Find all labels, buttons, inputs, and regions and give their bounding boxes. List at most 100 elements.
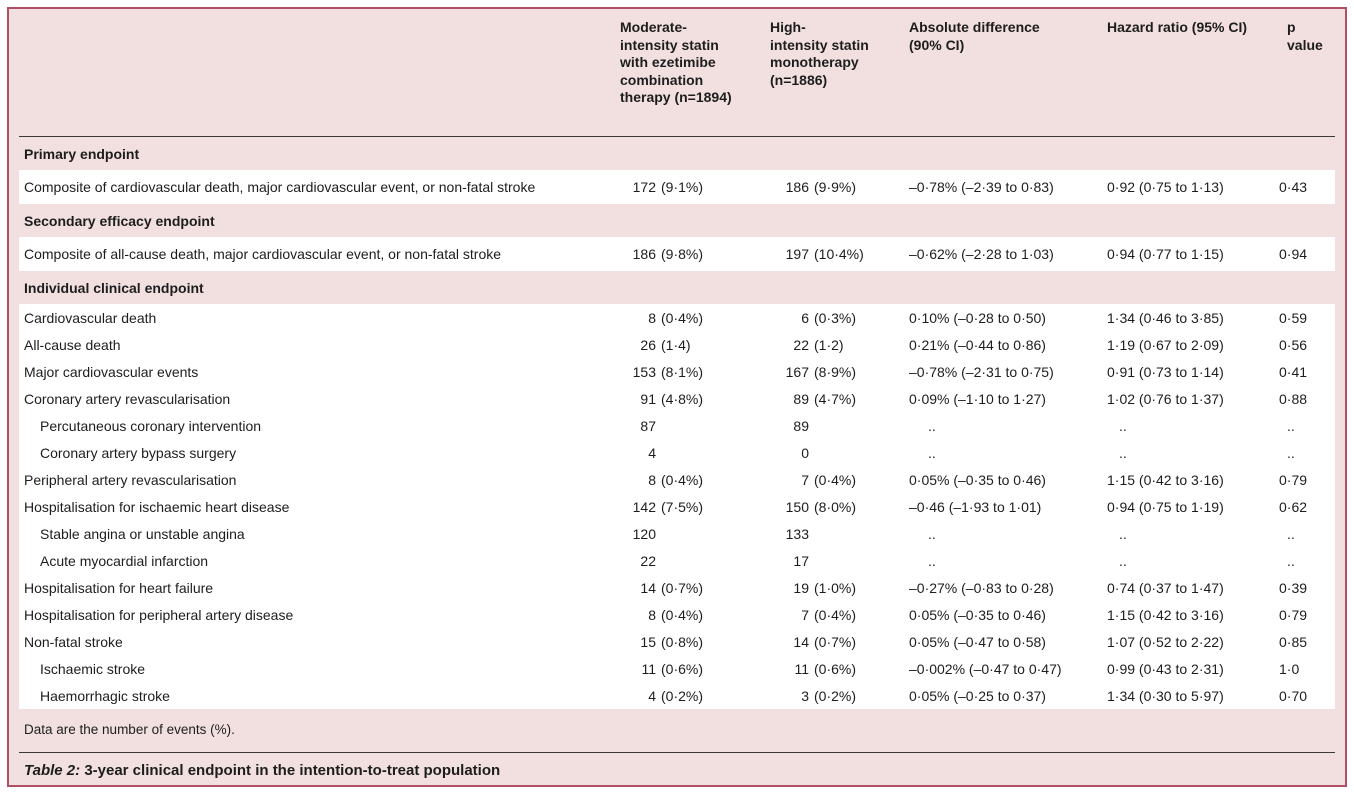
table-row: All-cause death 26 (1·4) 22 (1·2) 0·21% (–0·4… — [19, 331, 1335, 358]
cell: 0 — [801, 444, 809, 461]
cell: 3 (0·2%) — [801, 687, 857, 704]
cell: .. — [928, 444, 936, 461]
cell: 0·74 (0·37 to 1·47) — [1107, 579, 1224, 596]
cell: 1·15 (0·42 to 3·16) — [1107, 471, 1224, 488]
cell: 0·41 — [1279, 363, 1308, 380]
table-row: Ischaemic stroke 11 (0·6%) 11 (0·6%) –0·002% … — [19, 655, 1335, 682]
column-header: Hazard ratio (95% CI) — [1107, 19, 1248, 35]
cell: 197 (10·4%) — [785, 246, 864, 262]
cell: .. — [1119, 444, 1127, 461]
row-label: Cardiovascular death — [24, 309, 157, 326]
row-label: Coronary artery revascularisation — [24, 390, 231, 407]
cell: 0·56 — [1279, 336, 1308, 353]
row-label: Hospitalisation for heart failure — [24, 579, 214, 596]
row-label: Stable angina or unstable angina — [40, 525, 245, 542]
section-label: Individual clinical endpoint — [24, 279, 204, 296]
cell: .. — [1287, 444, 1295, 461]
cell: 0·05% (–0·35 to 0·46) — [909, 606, 1046, 623]
row-label: Percutaneous coronary intervention — [40, 417, 262, 434]
row-label: Hospitalisation for peripheral artery di… — [24, 606, 294, 623]
cell: 0·05% (–0·47 to 0·58) — [909, 633, 1046, 650]
table-row: Composite of all-cause death, major card… — [19, 237, 1335, 271]
table-row: Composite of cardiovascular death, major… — [19, 170, 1335, 204]
row-label: Composite of cardiovascular death, major… — [24, 179, 536, 195]
cell: 0·39 — [1279, 579, 1308, 596]
cell: 0·79 — [1279, 606, 1308, 623]
section-label: Primary endpoint — [24, 145, 140, 162]
table-footnote: Data are the number of events (%). — [19, 709, 1335, 753]
cell: 4 (0·2%) — [648, 687, 704, 704]
cell: 1·15 (0·42 to 3·16) — [1107, 606, 1224, 623]
cell: .. — [1119, 552, 1127, 569]
table-row: Haemorrhagic stroke 4 (0·2%) 3 (0·2%) 0·05% (… — [19, 682, 1335, 709]
cell: 186 (9·8%) — [632, 246, 704, 262]
cell: 1·34 (0·46 to 3·85) — [1107, 309, 1224, 326]
row-label: Hospitalisation for ischaemic heart dise… — [24, 498, 290, 515]
row-label: Non-fatal stroke — [24, 633, 123, 650]
table-row: Hospitalisation for ischaemic heart dise… — [19, 493, 1335, 520]
column-header: p value — [1287, 19, 1323, 53]
cell: –0·002% (–0·47 to 0·47) — [909, 660, 1062, 677]
cell: 14 (0·7%) — [793, 633, 857, 650]
cell: 0·21% (–0·44 to 0·86) — [909, 336, 1046, 353]
cell: –0·46 (–1·93 to 1·01) — [909, 498, 1042, 515]
cell: .. — [1287, 525, 1295, 542]
cell: .. — [928, 525, 936, 542]
caption-number: Table 2: — [24, 762, 81, 779]
table-row: Stable angina or unstable angina 120 133..… — [19, 520, 1335, 547]
cell: 1·34 (0·30 to 5·97) — [1107, 687, 1224, 704]
table-row: Non-fatal stroke 15 (0·8%) 14 (0·7%) 0·05% (–… — [19, 628, 1335, 655]
cell: 89 (4·7%) — [793, 390, 857, 407]
cell: .. — [1287, 552, 1295, 569]
row-label: Composite of all-cause death, major card… — [24, 246, 502, 262]
row-label: Acute myocardial infarction — [40, 552, 209, 569]
table-row: Percutaneous coronary intervention 87 89..… — [19, 412, 1335, 439]
cell: 0·85 — [1279, 633, 1308, 650]
cell: 8 (0·4%) — [648, 471, 704, 488]
cell: 167 (8·9%) — [785, 363, 857, 380]
cell: 0·94 (0·77 to 1·15) — [1107, 246, 1224, 262]
cell: 0·99 (0·43 to 2·31) — [1107, 660, 1224, 677]
table-body: Primary endpoint Composite of cardiovascu… — [19, 137, 1335, 709]
cell: .. — [1287, 417, 1295, 434]
cell: 0·94 (0·75 to 1·19) — [1107, 498, 1224, 515]
cell: 0·62 — [1279, 498, 1308, 515]
cell: 17 — [793, 552, 809, 569]
cell: 8 (0·4%) — [648, 606, 704, 623]
column-header: High-intensity statin monotherapy (n=1886) — [770, 19, 869, 88]
cell: –0·78% (–2·39 to 0·83) — [909, 179, 1054, 195]
cell: .. — [928, 552, 936, 569]
table-row: Coronary artery revascularisation 91 (4·8%… — [19, 385, 1335, 412]
cell: 186 (9·9%) — [785, 179, 857, 195]
table-panel: Moderate-intensity statin with ezetimibe c… — [7, 7, 1347, 787]
cell: 0·09% (–1·10 to 1·27) — [909, 390, 1046, 407]
caption-text: 3-year clinical endpoint in the intentio… — [84, 762, 501, 779]
cell: .. — [1119, 417, 1127, 434]
table-row: Cardiovascular death 8 (0·4%) 6 (0·3%) 0·10% … — [19, 304, 1335, 331]
cell: 11 (0·6%) — [641, 660, 704, 677]
row-label: Major cardiovascular events — [24, 363, 199, 380]
row-label: All-cause death — [24, 336, 121, 353]
table-row: Coronary artery bypass surgery 4 0...... — [19, 439, 1335, 466]
cell: 22 — [640, 552, 656, 569]
cell: 0·91 (0·73 to 1·14) — [1107, 363, 1224, 380]
cell: 8 (0·4%) — [648, 309, 704, 326]
cell: 150 (8·0%) — [785, 498, 857, 515]
section-row: Primary endpoint — [19, 137, 1335, 170]
cell: –0·62% (–2·28 to 1·03) — [909, 246, 1054, 262]
cell: –0·27% (–0·83 to 0·28) — [909, 579, 1054, 596]
column-header: Moderate-intensity statin with ezetimibe c… — [620, 19, 732, 105]
cell: 91 (4·8%) — [640, 390, 704, 407]
cell: 89 — [793, 417, 809, 434]
cell: 133 — [785, 525, 809, 542]
cell: 0·10% (–0·28 to 0·50) — [909, 309, 1046, 326]
cell: 4 — [648, 444, 656, 461]
row-label: Peripheral artery revascularisation — [24, 471, 237, 488]
cell: 0·94 — [1279, 246, 1308, 262]
cell: 19 (1·0%) — [793, 579, 857, 596]
cell: 0·79 — [1279, 471, 1308, 488]
cell: 0·88 — [1279, 390, 1308, 407]
cell: 1·0 — [1279, 660, 1300, 677]
table-row: Major cardiovascular events 153 (8·1%) 167(… — [19, 358, 1335, 385]
column-header: Absolute difference (90% CI) — [909, 19, 1040, 53]
